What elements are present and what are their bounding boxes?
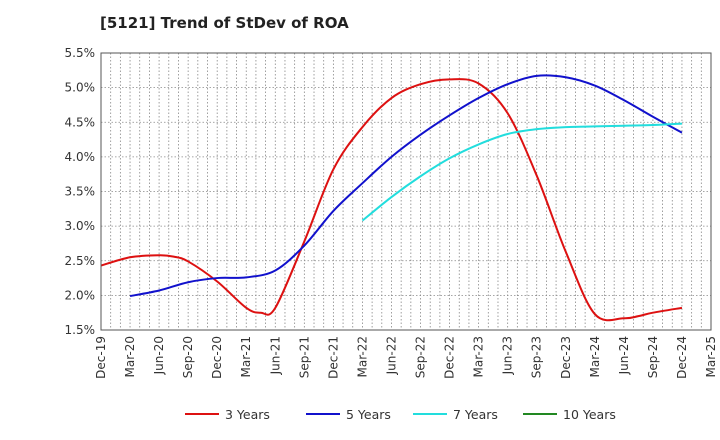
series-lines [100,74,683,322]
x-tick-label: Sep-22 [414,336,428,378]
y-tick-label: 3.0% [65,219,96,233]
x-tick-label: Dec-23 [559,336,573,379]
x-axis-ticks: Dec-19 Mar-20 Jun-20 Sep-20 Dec-20 Mar-21 Jun-… [94,336,718,379]
x-tick-label: Mar-22 [355,336,369,377]
x-tick-label: Sep-24 [646,336,660,378]
y-tick-label: 4.0% [65,150,96,164]
x-tick-label: Sep-21 [297,336,311,378]
x-tick-label: Jun-22 [384,336,398,375]
y-tick-label: 5.5% [65,46,96,60]
series-line-1 [100,78,683,322]
x-tick-label: Mar-21 [239,336,253,377]
x-tick-label: Jun-24 [617,336,631,375]
x-tick-label: Mar-20 [123,336,137,377]
y-tick-label: 4.5% [65,115,96,129]
y-tick-label: 1.5% [65,323,96,337]
x-tick-label: Jun-21 [268,336,282,375]
x-tick-label: Dec-22 [443,336,457,379]
series-line-3 [361,122,682,222]
legend-label: 7 Years [453,407,498,422]
legend-label: 3 Years [225,407,270,422]
x-tick-label: Sep-23 [530,336,544,378]
x-tick-label: Sep-20 [181,336,195,378]
x-tick-label: Dec-19 [94,336,108,379]
y-axis-ticks: 1.5% 2.0% 2.5% 3.0% 3.5% 4.0% 4.5% 5.0% 5.5% [65,46,96,337]
grid [101,53,711,330]
x-tick-label: Jun-23 [501,336,515,375]
x-tick-label: Dec-20 [210,336,224,379]
x-tick-label: Mar-25 [704,336,718,377]
legend-label: 10 Years [563,407,616,422]
legend-label: 5 Years [346,407,391,422]
series-line-2 [129,74,683,298]
x-tick-label: Jun-20 [152,336,166,375]
x-tick-label: Dec-24 [675,336,689,379]
x-tick-label: Mar-23 [472,336,486,377]
y-tick-label: 2.0% [65,288,96,302]
y-tick-label: 2.5% [65,254,96,268]
y-tick-label: 3.5% [65,185,96,199]
x-tick-label: Dec-21 [326,336,340,379]
x-tick-label: Mar-24 [588,336,602,377]
plot-area [100,52,712,331]
chart-title: [5121] Trend of StDev of ROA [100,14,349,32]
legend: 3 Years 5 Years 7 Years 10 Years [185,407,616,422]
y-tick-label: 5.0% [65,81,96,95]
